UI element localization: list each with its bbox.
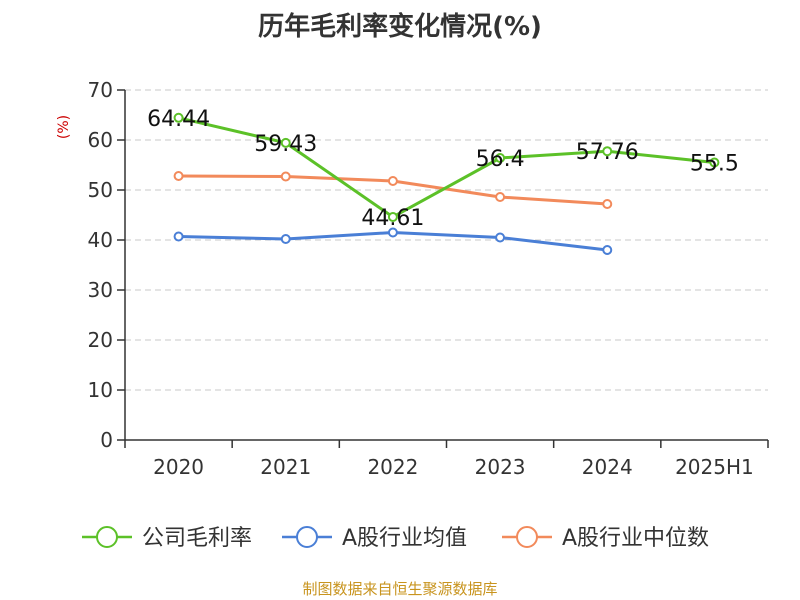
data-point bbox=[495, 153, 506, 163]
x-tick-label: 2021 bbox=[260, 455, 311, 479]
series-2 bbox=[173, 171, 613, 209]
chart-title: 历年毛利率变化情况(%) bbox=[258, 11, 542, 42]
series-line bbox=[178, 116, 715, 219]
y-axis-label: (%) bbox=[56, 115, 72, 139]
data-label: 44.61 bbox=[361, 206, 424, 231]
data-point bbox=[709, 157, 720, 168]
axes: 0 10 20 30 40 50 60 70 2020 2021 2022 2023 2024 2025H… bbox=[88, 78, 769, 479]
legend-marker bbox=[296, 526, 318, 548]
data-point bbox=[280, 171, 291, 182]
data-point bbox=[173, 171, 184, 181]
data-label: 57.76 bbox=[576, 140, 639, 165]
legend-item: A股行业中位数 bbox=[502, 526, 709, 551]
data-point bbox=[387, 227, 398, 238]
data-point bbox=[495, 192, 506, 202]
legend-label: 公司毛利率 bbox=[142, 526, 252, 551]
source-note: 制图数据来自恒生聚源数据库 bbox=[302, 580, 497, 598]
data-label: 64.44 bbox=[147, 107, 210, 132]
legend-item: A股行业均值 bbox=[282, 526, 467, 551]
x-tick-label: 2025H1 bbox=[675, 455, 754, 479]
x-tick-label: 2020 bbox=[153, 455, 204, 479]
data-label: 56.4 bbox=[476, 147, 525, 172]
data-point bbox=[495, 232, 506, 243]
y-tick-label: 30 bbox=[88, 278, 113, 302]
series-1 bbox=[173, 227, 613, 255]
y-tick-label: 10 bbox=[88, 378, 113, 402]
data-point bbox=[602, 146, 613, 157]
data-point bbox=[602, 199, 613, 209]
series-0: 64.44 59.43 44.61 56.4 57.76 55.5 bbox=[147, 107, 739, 231]
legend-marker bbox=[96, 526, 118, 548]
legend-item: 公司毛利率 bbox=[82, 526, 252, 551]
data-point bbox=[173, 231, 184, 242]
y-tick-label: 60 bbox=[88, 128, 113, 152]
legend-label: A股行业均值 bbox=[342, 526, 467, 551]
y-tick-label: 50 bbox=[88, 178, 113, 202]
grid-lines bbox=[125, 89, 768, 391]
y-tick-label: 70 bbox=[88, 78, 113, 102]
series-layer: 64.44 59.43 44.61 56.4 57.76 55.5 bbox=[147, 107, 739, 255]
y-tick-label: 0 bbox=[100, 428, 113, 452]
x-tick-label: 2024 bbox=[582, 455, 633, 479]
data-point bbox=[602, 245, 613, 255]
data-label: 59.43 bbox=[254, 132, 317, 157]
legend: 公司毛利率 A股行业均值 A股行业中位数 bbox=[82, 526, 709, 551]
data-label: 55.5 bbox=[690, 152, 739, 177]
data-point bbox=[280, 234, 291, 244]
data-point bbox=[387, 176, 398, 186]
y-tick-label: 40 bbox=[88, 228, 113, 252]
data-point bbox=[387, 211, 398, 222]
x-tick-label: 2022 bbox=[367, 455, 418, 479]
legend-label: A股行业中位数 bbox=[562, 526, 709, 551]
data-point bbox=[280, 137, 291, 148]
y-tick-label: 20 bbox=[88, 328, 113, 352]
data-point bbox=[173, 112, 184, 123]
x-tick-label: 2023 bbox=[475, 455, 526, 479]
legend-marker bbox=[516, 526, 538, 548]
